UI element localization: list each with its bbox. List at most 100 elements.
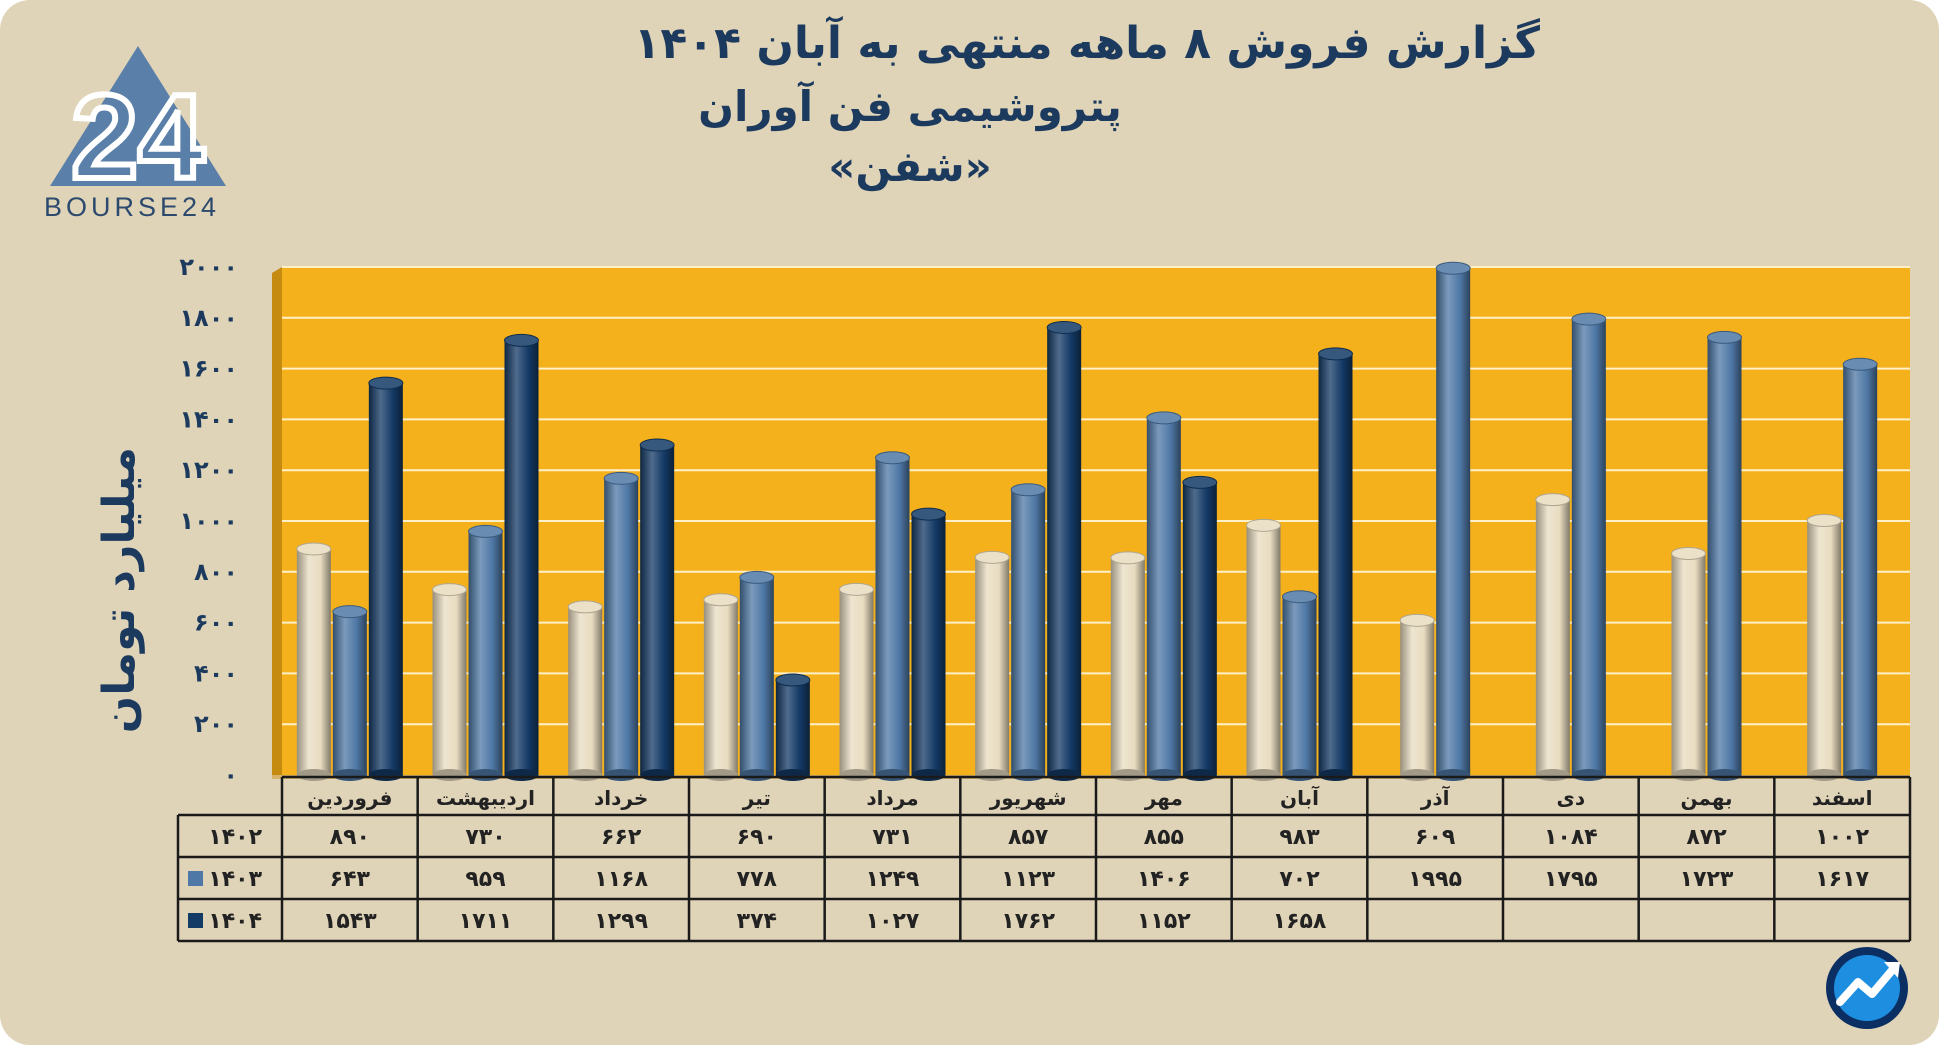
x-tick-label: آبان xyxy=(1280,785,1320,810)
data-label: ۱۷۹۵ xyxy=(1544,867,1598,892)
x-tick-label: آذر xyxy=(1420,785,1451,810)
y-tick-label: ۱۲۰۰ xyxy=(179,456,238,484)
data-label: ۷۳۱ xyxy=(872,825,912,850)
bar-1 xyxy=(1146,411,1182,781)
data-label: ۱۰۸۴ xyxy=(1544,825,1598,850)
x-tick-label: مرداد xyxy=(866,786,918,810)
x-tick-label: اسفند xyxy=(1812,786,1873,810)
y-tick-label: ۱۸۰۰ xyxy=(179,304,238,332)
bar-1 xyxy=(1842,357,1878,781)
bar-1 xyxy=(332,605,368,781)
data-label: ۱۱۵۲ xyxy=(1137,909,1191,934)
logo-icon: 24 xyxy=(50,46,226,207)
data-label: ۱۷۱۱ xyxy=(459,909,513,934)
bar-0 xyxy=(1671,547,1706,781)
bar-1 xyxy=(603,471,639,781)
x-tick-label: مهر xyxy=(1144,786,1183,810)
x-tick-label: فروردین xyxy=(307,786,392,810)
data-label: ۶۰۹ xyxy=(1415,825,1455,850)
data-label: ۱۲۹۹ xyxy=(594,909,648,934)
data-label: ۱۲۴۹ xyxy=(866,867,920,892)
y-tick-label: ۱۶۰۰ xyxy=(179,355,238,383)
bar-0 xyxy=(974,550,1010,781)
data-label: ۱۷۲۳ xyxy=(1680,867,1734,892)
bar-0 xyxy=(1110,551,1146,781)
bar-1 xyxy=(468,524,503,781)
data-label: ۹۸۳ xyxy=(1279,825,1320,850)
y-tick-label: ۰ xyxy=(223,761,238,789)
bar-2 xyxy=(639,438,675,781)
bar-2 xyxy=(368,376,404,781)
bar-1 xyxy=(1435,261,1471,781)
data-label: ۶۴۳ xyxy=(330,867,371,892)
bar-2 xyxy=(911,507,946,781)
bar-0 xyxy=(1246,518,1281,781)
data-label: ۱۱۲۳ xyxy=(1001,867,1055,892)
chart-ticker: «شفن» xyxy=(828,142,992,191)
data-label: ۳۷۴ xyxy=(737,909,777,934)
data-label: ۱۶۱۷ xyxy=(1815,867,1869,892)
bar-1 xyxy=(875,451,910,781)
y-tick-label: ۶۰۰ xyxy=(194,609,238,637)
bar-1 xyxy=(739,570,775,781)
chart-title: گزارش فروش ۸ ماهه منتهی به آبان ۱۴۰۴ xyxy=(633,18,1540,69)
data-label: ۶۶۲ xyxy=(601,825,642,850)
y-tick-label: ۲۰۰ xyxy=(194,710,238,738)
data-label: ۹۵۹ xyxy=(465,867,505,892)
y-tick-label: ۲۰۰۰ xyxy=(179,253,238,281)
bar-0 xyxy=(839,582,874,781)
y-tick-label: ۸۰۰ xyxy=(194,558,238,586)
legend-label: ۱۴۰۴ xyxy=(208,909,262,934)
x-tick-label: خرداد xyxy=(594,786,648,810)
bar-2 xyxy=(1046,320,1082,781)
bar-1 xyxy=(1010,483,1046,781)
data-label: ۷۷۸ xyxy=(737,867,778,892)
data-label: ۱۷۶۲ xyxy=(1001,909,1055,934)
chart-subtitle: پتروشیمی فن آوران xyxy=(698,82,1122,131)
legend-swatch xyxy=(188,913,203,928)
chart-trend-icon xyxy=(1826,947,1908,1029)
data-label: ۱۶۵۸ xyxy=(1273,909,1327,934)
bar-2 xyxy=(775,673,811,781)
data-label: ۱۴۰۶ xyxy=(1137,867,1191,892)
bar-2 xyxy=(504,333,539,781)
x-tick-label: دی xyxy=(1557,786,1586,810)
legend-label: ۱۴۰۳ xyxy=(208,867,262,892)
legend-swatch xyxy=(188,871,203,886)
logo-text: BOURSE24 xyxy=(44,192,221,222)
bar-1 xyxy=(1282,590,1317,781)
data-label: ۱۹۹۵ xyxy=(1408,867,1462,892)
data-label: ۱۵۴۳ xyxy=(323,909,377,934)
y-tick-label: ۴۰۰ xyxy=(194,659,238,687)
bar-0 xyxy=(1806,513,1842,781)
bar-1 xyxy=(1707,330,1742,781)
plot-side-wall xyxy=(272,267,282,779)
data-label: ۷۳۰ xyxy=(465,825,505,850)
data-label: ۱۱۶۸ xyxy=(594,867,648,892)
y-tick-label: ۱۴۰۰ xyxy=(179,405,238,433)
bar-0 xyxy=(567,600,603,781)
x-tick-label: اردیبهشت xyxy=(436,786,535,810)
bar-0 xyxy=(703,593,739,781)
data-label: ۸۵۷ xyxy=(1008,825,1049,850)
data-label: ۸۵۵ xyxy=(1144,825,1184,850)
bar-2 xyxy=(1182,475,1218,781)
bar-2 xyxy=(1318,347,1353,781)
data-label: ۸۹۰ xyxy=(330,825,370,850)
bar-0 xyxy=(296,542,332,781)
x-tick-label: تیر xyxy=(742,786,771,810)
bar-0 xyxy=(1535,493,1571,781)
data-label: ۷۰۲ xyxy=(1279,867,1320,892)
x-tick-label: بهمن xyxy=(1680,786,1732,810)
data-label: ۱۰۰۲ xyxy=(1815,825,1869,850)
x-tick-label: شهریور xyxy=(989,786,1067,810)
legend-label: ۱۴۰۲ xyxy=(208,825,262,850)
y-tick-label: ۱۰۰۰ xyxy=(179,507,238,535)
logo-mark: 24 xyxy=(71,70,205,204)
bar-1 xyxy=(1571,312,1607,781)
data-label: ۶۹۰ xyxy=(737,825,777,850)
bar-0 xyxy=(432,583,467,781)
bar-0 xyxy=(1399,613,1435,781)
